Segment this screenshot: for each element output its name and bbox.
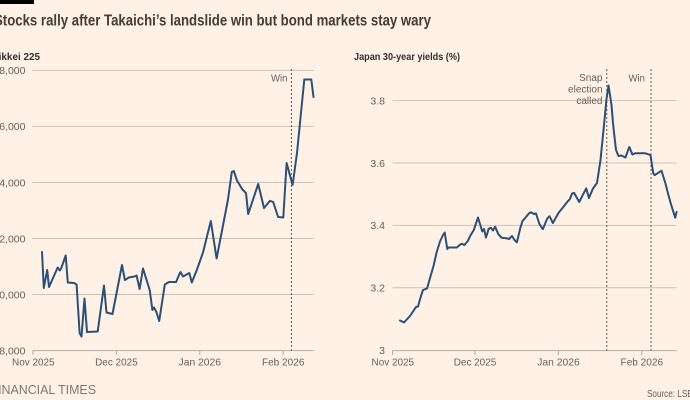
- svg-text:Win: Win: [271, 74, 288, 85]
- svg-text:Nov 2025: Nov 2025: [372, 357, 415, 369]
- svg-text:Source: LSEG: Source: LSEG: [647, 389, 690, 400]
- svg-text:Jan 2026: Jan 2026: [537, 357, 580, 369]
- svg-text:election: election: [568, 85, 602, 96]
- svg-text:Snap: Snap: [579, 73, 603, 84]
- svg-text:Feb 2026: Feb 2026: [621, 357, 664, 369]
- svg-text:38,000: 38,000: [0, 345, 26, 357]
- svg-text:Jan 2026: Jan 2026: [179, 357, 222, 369]
- svg-text:44,000: 44,000: [0, 177, 26, 189]
- svg-text:40,000: 40,000: [0, 289, 26, 301]
- svg-text:3.8: 3.8: [370, 95, 385, 107]
- svg-text:Win: Win: [629, 74, 646, 85]
- svg-text:3.6: 3.6: [370, 158, 385, 170]
- svg-text:called: called: [576, 96, 602, 107]
- svg-text:Dec 2025: Dec 2025: [454, 357, 497, 369]
- svg-text:FINANCIAL TIMES: FINANCIAL TIMES: [0, 382, 96, 397]
- svg-text:46,000: 46,000: [0, 121, 26, 133]
- svg-text:Japan 30-year yields (%): Japan 30-year yields (%): [354, 51, 460, 63]
- svg-text:3: 3: [379, 345, 385, 357]
- svg-text:3.2: 3.2: [370, 283, 385, 295]
- svg-text:42,000: 42,000: [0, 233, 26, 245]
- svg-text:Feb 2026: Feb 2026: [262, 357, 305, 369]
- svg-text:3.4: 3.4: [370, 220, 385, 232]
- svg-text:Nikkei 225: Nikkei 225: [0, 51, 40, 63]
- svg-text:Stocks rally after Takaichi’s: Stocks rally after Takaichi’s landslide …: [0, 13, 431, 30]
- svg-text:48,000: 48,000: [0, 65, 26, 77]
- svg-text:Dec 2025: Dec 2025: [95, 357, 138, 369]
- svg-text:Nov 2025: Nov 2025: [12, 357, 55, 369]
